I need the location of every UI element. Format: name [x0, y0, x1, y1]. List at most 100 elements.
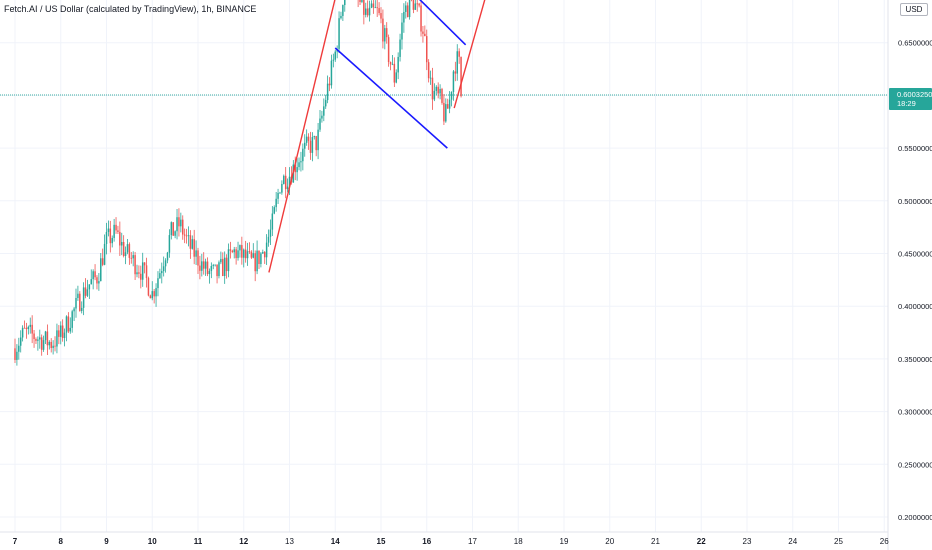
- last-price-value: 0.60032503: [897, 90, 932, 99]
- candle-body: [397, 56, 399, 73]
- candle-body: [18, 345, 20, 352]
- candle-body: [73, 308, 75, 312]
- candle-body: [199, 265, 201, 271]
- candle-body: [138, 272, 140, 274]
- candle-body: [145, 265, 148, 279]
- candle-body: [178, 217, 180, 227]
- candle-body: [330, 60, 333, 86]
- candle-body: [277, 192, 279, 199]
- candle-body: [202, 261, 205, 269]
- candle-body: [302, 148, 304, 162]
- candle-body: [159, 273, 161, 279]
- last-price-badge: [889, 88, 932, 111]
- x-tick-label: 24: [788, 537, 797, 546]
- candle-body: [155, 288, 157, 297]
- candle-body: [342, 5, 344, 16]
- candle-body: [82, 287, 85, 308]
- candle-body: [75, 297, 77, 309]
- candle-body: [56, 330, 58, 347]
- candle-body: [298, 162, 300, 168]
- candle-body: [326, 83, 329, 101]
- candle-body: [201, 261, 203, 271]
- candle-body: [408, 0, 411, 18]
- candle-body: [323, 106, 325, 116]
- x-tick-label: 14: [331, 537, 340, 546]
- candle-body: [214, 264, 216, 266]
- candle-body: [437, 86, 439, 94]
- time-axis: 7 8 9 10 11 12 13 14 15 16 17 18 19 20 21 22 23 24 25 26: [13, 537, 889, 546]
- candle-body: [140, 273, 142, 280]
- y-tick-label: 0.65000000: [898, 39, 932, 48]
- candle-body: [366, 8, 369, 16]
- candle-body: [63, 332, 66, 338]
- candle-body: [393, 63, 396, 83]
- x-tick-label: 21: [651, 537, 660, 546]
- candle-body: [380, 13, 382, 19]
- candle-body: [456, 51, 458, 74]
- candle-body: [79, 293, 81, 311]
- flagpole-arrow[interactable]: [268, 0, 351, 273]
- candle-body: [313, 136, 316, 138]
- x-tick-label: 7: [13, 537, 18, 546]
- candle-body: [16, 351, 18, 360]
- candle-body: [399, 39, 401, 57]
- candle-body: [58, 330, 60, 337]
- candle-body: [90, 279, 92, 285]
- candle-body: [344, 0, 346, 6]
- candle-body: [132, 255, 134, 259]
- candle-body: [254, 253, 256, 272]
- candle-body: [54, 345, 56, 347]
- candle-body: [418, 3, 420, 6]
- channel-upper-line[interactable]: [351, 0, 467, 46]
- candle-body: [321, 115, 323, 119]
- x-tick-label: 12: [239, 537, 248, 546]
- candle-body: [42, 340, 45, 350]
- candle-body: [113, 224, 115, 238]
- candle-body: [162, 266, 165, 272]
- candle-body: [161, 271, 163, 274]
- candle-body: [435, 86, 438, 91]
- x-tick-label: 13: [285, 537, 294, 546]
- chart-title: Fetch.AI / US Dollar (calculated by Trad…: [4, 4, 257, 14]
- candle-body: [450, 91, 453, 100]
- currency-button[interactable]: USD: [900, 3, 928, 16]
- candle-body: [187, 235, 190, 237]
- candle-body: [100, 258, 102, 282]
- candle-body: [218, 262, 220, 277]
- candle-body: [117, 230, 119, 232]
- candle-body: [286, 186, 289, 190]
- candle-body: [130, 257, 133, 259]
- candle-body: [365, 8, 367, 15]
- candle-body: [27, 326, 30, 330]
- candle-body: [256, 250, 258, 272]
- candle-body: [239, 245, 241, 251]
- candle-body: [340, 15, 342, 19]
- candle-body: [263, 252, 266, 258]
- candle-body: [25, 327, 28, 330]
- candle-body: [67, 316, 70, 332]
- channel-lower-line[interactable]: [334, 47, 448, 149]
- candle-body: [124, 252, 127, 256]
- candle-body: [279, 192, 281, 194]
- candle-body: [422, 31, 424, 34]
- candle-body: [98, 281, 100, 284]
- breakout-arrow[interactable]: [453, 0, 534, 109]
- candle-body: [267, 236, 270, 243]
- candle-body: [441, 88, 443, 103]
- candle-body: [452, 71, 455, 92]
- candle-body: [216, 264, 218, 277]
- candle-body: [115, 224, 117, 231]
- x-tick-label: 20: [605, 537, 614, 546]
- candle-body: [395, 72, 397, 83]
- candle-body: [389, 61, 392, 65]
- candle-body: [191, 239, 194, 249]
- candle-body: [69, 327, 72, 332]
- candle-body: [361, 0, 363, 2]
- candle-body: [31, 324, 33, 334]
- candle-body: [128, 244, 131, 258]
- candle-body: [180, 219, 182, 227]
- candle-body: [363, 0, 365, 15]
- candle-body: [88, 284, 91, 290]
- candle-body: [260, 253, 262, 265]
